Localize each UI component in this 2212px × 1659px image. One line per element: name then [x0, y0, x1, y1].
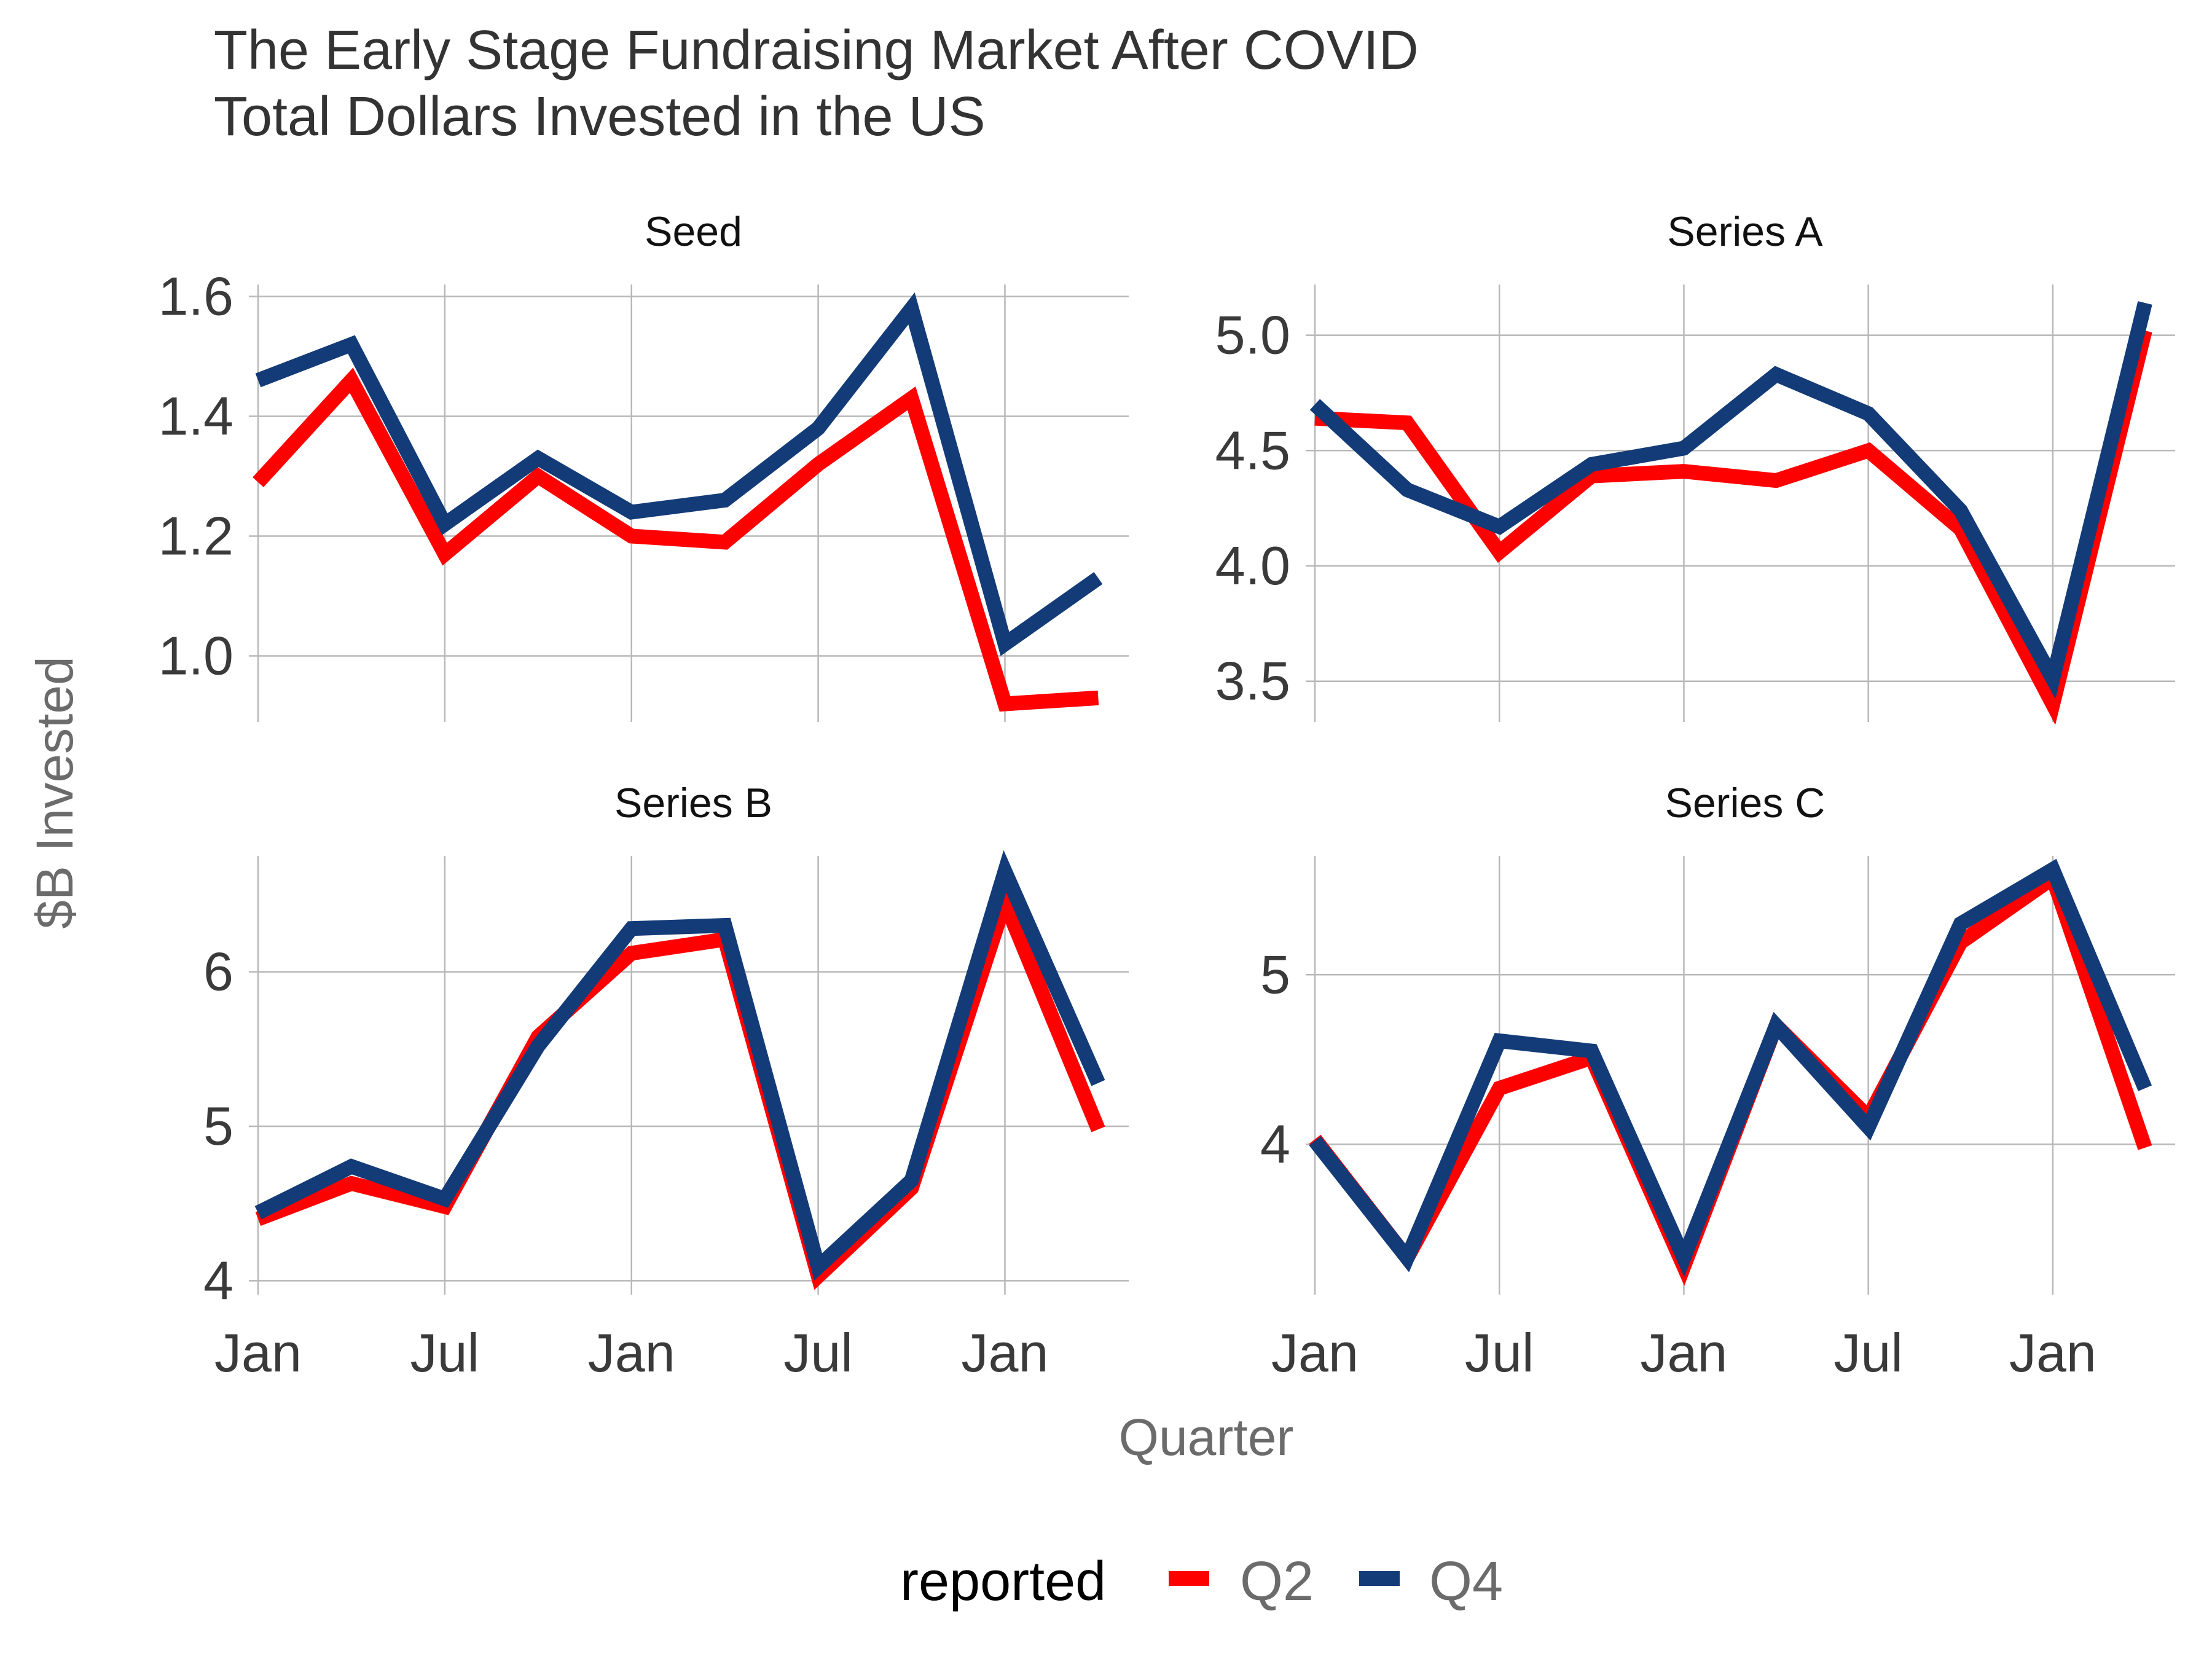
x-tick-label: Jan: [214, 1322, 302, 1383]
series-line-q2: [1314, 329, 2152, 725]
x-tick-label: Jul: [783, 1322, 853, 1383]
y-axis-title: $B Invested: [26, 656, 84, 929]
series-line-q4: [254, 850, 1105, 1281]
y-tick-label: 4.0: [1215, 535, 1290, 596]
legend-label-q4: Q4: [1429, 1551, 1503, 1612]
y-tick-label: 5: [203, 1096, 233, 1156]
y-tick-label: 5.0: [1215, 305, 1290, 366]
legend-key-q4: [1359, 1571, 1400, 1586]
y-tick-label: 6: [203, 941, 233, 1002]
facet-title-series-b: Series B: [614, 780, 772, 826]
facet-title-series-a: Series A: [1667, 208, 1823, 255]
x-tick-label: Jan: [1640, 1322, 1727, 1383]
y-tick-label: 4.5: [1215, 420, 1290, 480]
facet-title-series-c: Series C: [1665, 780, 1826, 826]
y-tick-label: 1.2: [159, 506, 233, 567]
legend-key-q2: [1169, 1571, 1209, 1586]
y-tick-label: 4: [1260, 1113, 1290, 1174]
series-line-q4: [1309, 858, 2152, 1277]
x-tick-label: Jul: [410, 1322, 480, 1383]
x-tick-label: Jul: [1465, 1322, 1534, 1383]
facet-seed: Seed 1.0 1.2 1.4 1.6: [159, 208, 1129, 722]
x-tick-label: Jul: [1834, 1322, 1903, 1383]
facet-series-a: Series A 3.5 4.0 4.5 5.0: [1215, 208, 2175, 725]
x-tick-label: Jan: [588, 1322, 675, 1383]
series-line-q2: [253, 367, 1099, 712]
y-tick-label: 1.4: [159, 386, 233, 447]
chart-title: The Early Stage Fundraising Market After…: [214, 20, 1419, 81]
legend: reported Q2 Q4: [900, 1551, 1503, 1612]
series-line-q2: [1309, 866, 2152, 1286]
chart-subtitle: Total Dollars Invested in the US: [214, 86, 986, 147]
legend-label-q2: Q2: [1240, 1551, 1314, 1612]
series-line-q4: [1309, 301, 2152, 699]
y-tick-label: 4: [203, 1250, 233, 1311]
legend-title: reported: [900, 1551, 1106, 1612]
x-tick-label: Jan: [1271, 1322, 1359, 1383]
facet-series-c: Series C Jan Jul Jan Jul Jan 4 5: [1260, 780, 2175, 1383]
x-axis-title: Quarter: [1119, 1408, 1294, 1466]
x-tick-label: Jan: [2009, 1322, 2096, 1383]
y-tick-label: 1.0: [159, 626, 233, 686]
series-line-q4: [255, 292, 1103, 656]
y-tick-label: 3.5: [1215, 651, 1290, 712]
x-tick-label: Jan: [962, 1322, 1049, 1383]
y-tick-label: 1.6: [159, 266, 233, 327]
facet-title-seed: Seed: [645, 208, 742, 255]
facet-series-b: Series B Jan Jul Jan Jul Jan 4 5 6: [203, 780, 1129, 1383]
y-tick-label: 5: [1260, 944, 1290, 1005]
